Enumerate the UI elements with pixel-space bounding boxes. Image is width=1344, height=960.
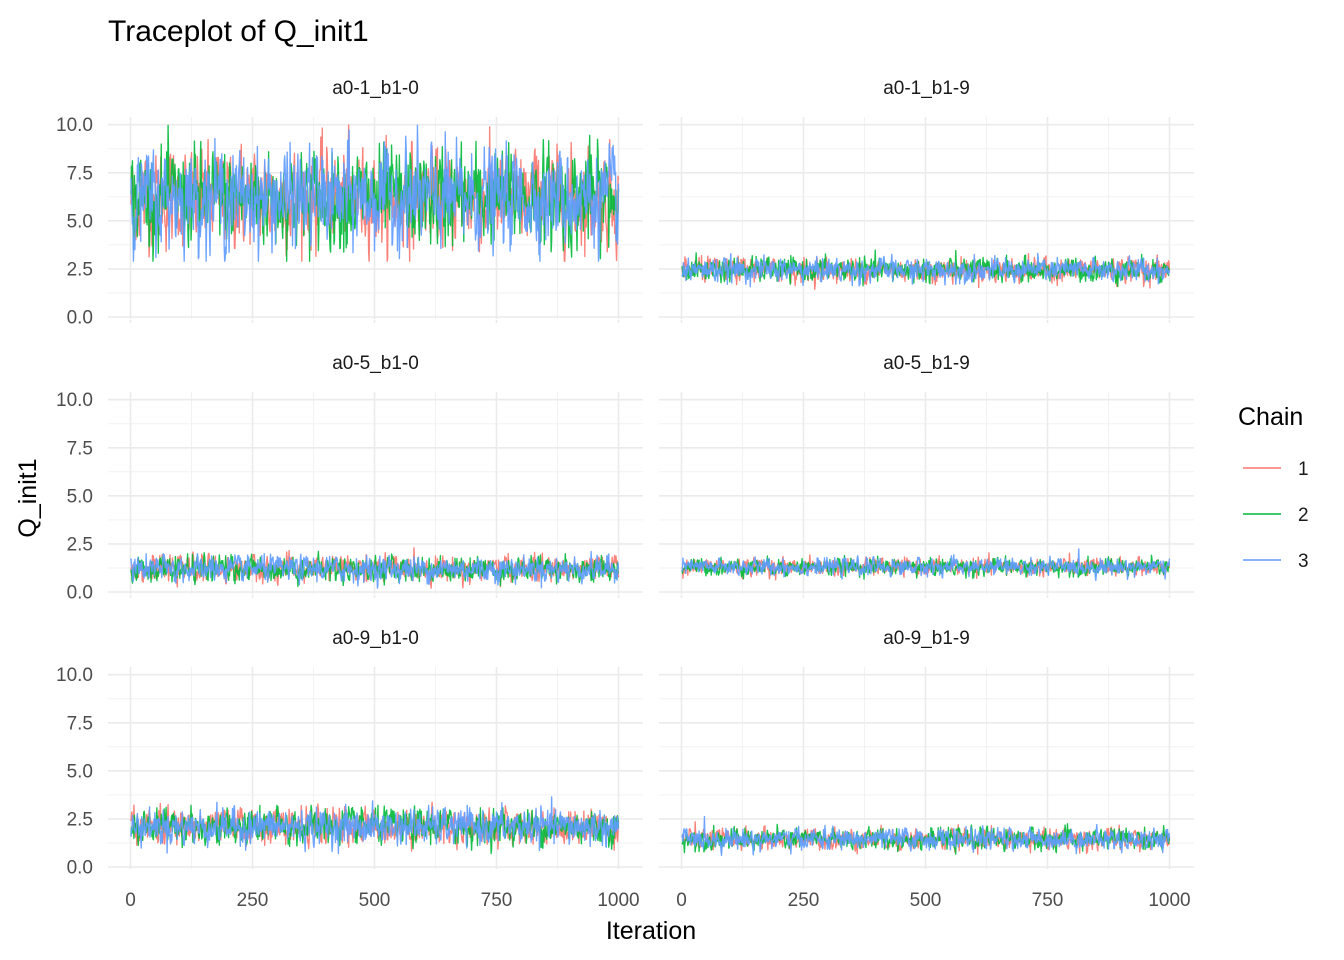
y-tick-label: 10.0 [56,665,93,686]
y-tick-label: 10.0 [56,115,93,136]
y-tick-label: 10.0 [56,390,93,411]
x-tick-label: 750 [481,890,513,911]
legend-title: Chain [1238,403,1303,431]
chain-trace-3 [681,548,1171,582]
y-tick-label: 0.0 [67,858,93,879]
facet-strip-label: a0-9_b1-0 [332,628,419,649]
x-tick-label: 500 [910,890,942,911]
y-axis-label: Q_init1 [14,458,42,537]
x-tick-label: 750 [1032,890,1064,911]
y-tick-label: 0.0 [67,308,93,329]
facet-panel: a0-5_b1-0 0.0 2.5 5.0 7.5 10.0 [56,353,643,604]
chain-trace-3 [130,550,620,589]
y-tick-label: 5.0 [67,486,93,507]
facet-strip-label: a0-1_b1-0 [332,78,419,99]
y-tick-label: 5.0 [67,211,93,232]
x-tick-label: 0 [125,890,136,911]
x-tick-label: 250 [788,890,820,911]
x-tick-label: 1000 [1148,890,1190,911]
chain-trace-3 [130,124,620,262]
y-tick-label: 0.0 [67,583,93,604]
facet-panel: a0-9_b1-9 [659,628,1194,869]
facet-strip-label: a0-9_b1-9 [883,628,970,649]
facet-panel: a0-1_b1-0 0.0 2.5 5.0 7.5 10.0 [56,78,643,329]
facet-panel: a0-1_b1-9 [659,78,1194,323]
y-tick-label: 7.5 [67,163,93,184]
x-axis-label: Iteration [606,917,696,945]
facet-strip-label: a0-1_b1-9 [883,78,970,99]
x-axes: 0 250 500 750 1000 0 250 500 750 1000 [125,890,1190,911]
legend: Chain 1 2 3 [1238,403,1309,572]
legend-label-3: 3 [1298,551,1309,572]
legend-label-2: 2 [1298,505,1309,526]
facet-strip-label: a0-5_b1-9 [883,353,970,374]
x-tick-label: 0 [676,890,687,911]
y-tick-label: 5.0 [67,761,93,782]
facet-panel: a0-9_b1-0 0.0 2.5 5.0 7.5 10.0 [56,628,643,879]
y-tick-label: 7.5 [67,713,93,734]
legend-label-1: 1 [1298,459,1309,480]
chart-title: Traceplot of Q_init1 [108,15,369,48]
chain-trace-3 [681,815,1171,857]
facet-panels: a0-1_b1-0 0.0 2.5 5.0 7.5 10.0 a0-1_b1-9 a0-5_b… [56,78,1194,879]
facet-panel: a0-5_b1-9 [659,353,1194,598]
y-tick-label: 2.5 [67,534,93,555]
chain-trace-3 [681,252,1171,288]
x-tick-label: 250 [237,890,269,911]
x-tick-label: 1000 [597,890,639,911]
x-tick-label: 500 [359,890,391,911]
chain-trace-3 [130,796,620,855]
y-tick-label: 2.5 [67,809,93,830]
y-tick-label: 7.5 [67,438,93,459]
facet-strip-label: a0-5_b1-0 [332,353,419,374]
y-tick-label: 2.5 [67,259,93,280]
